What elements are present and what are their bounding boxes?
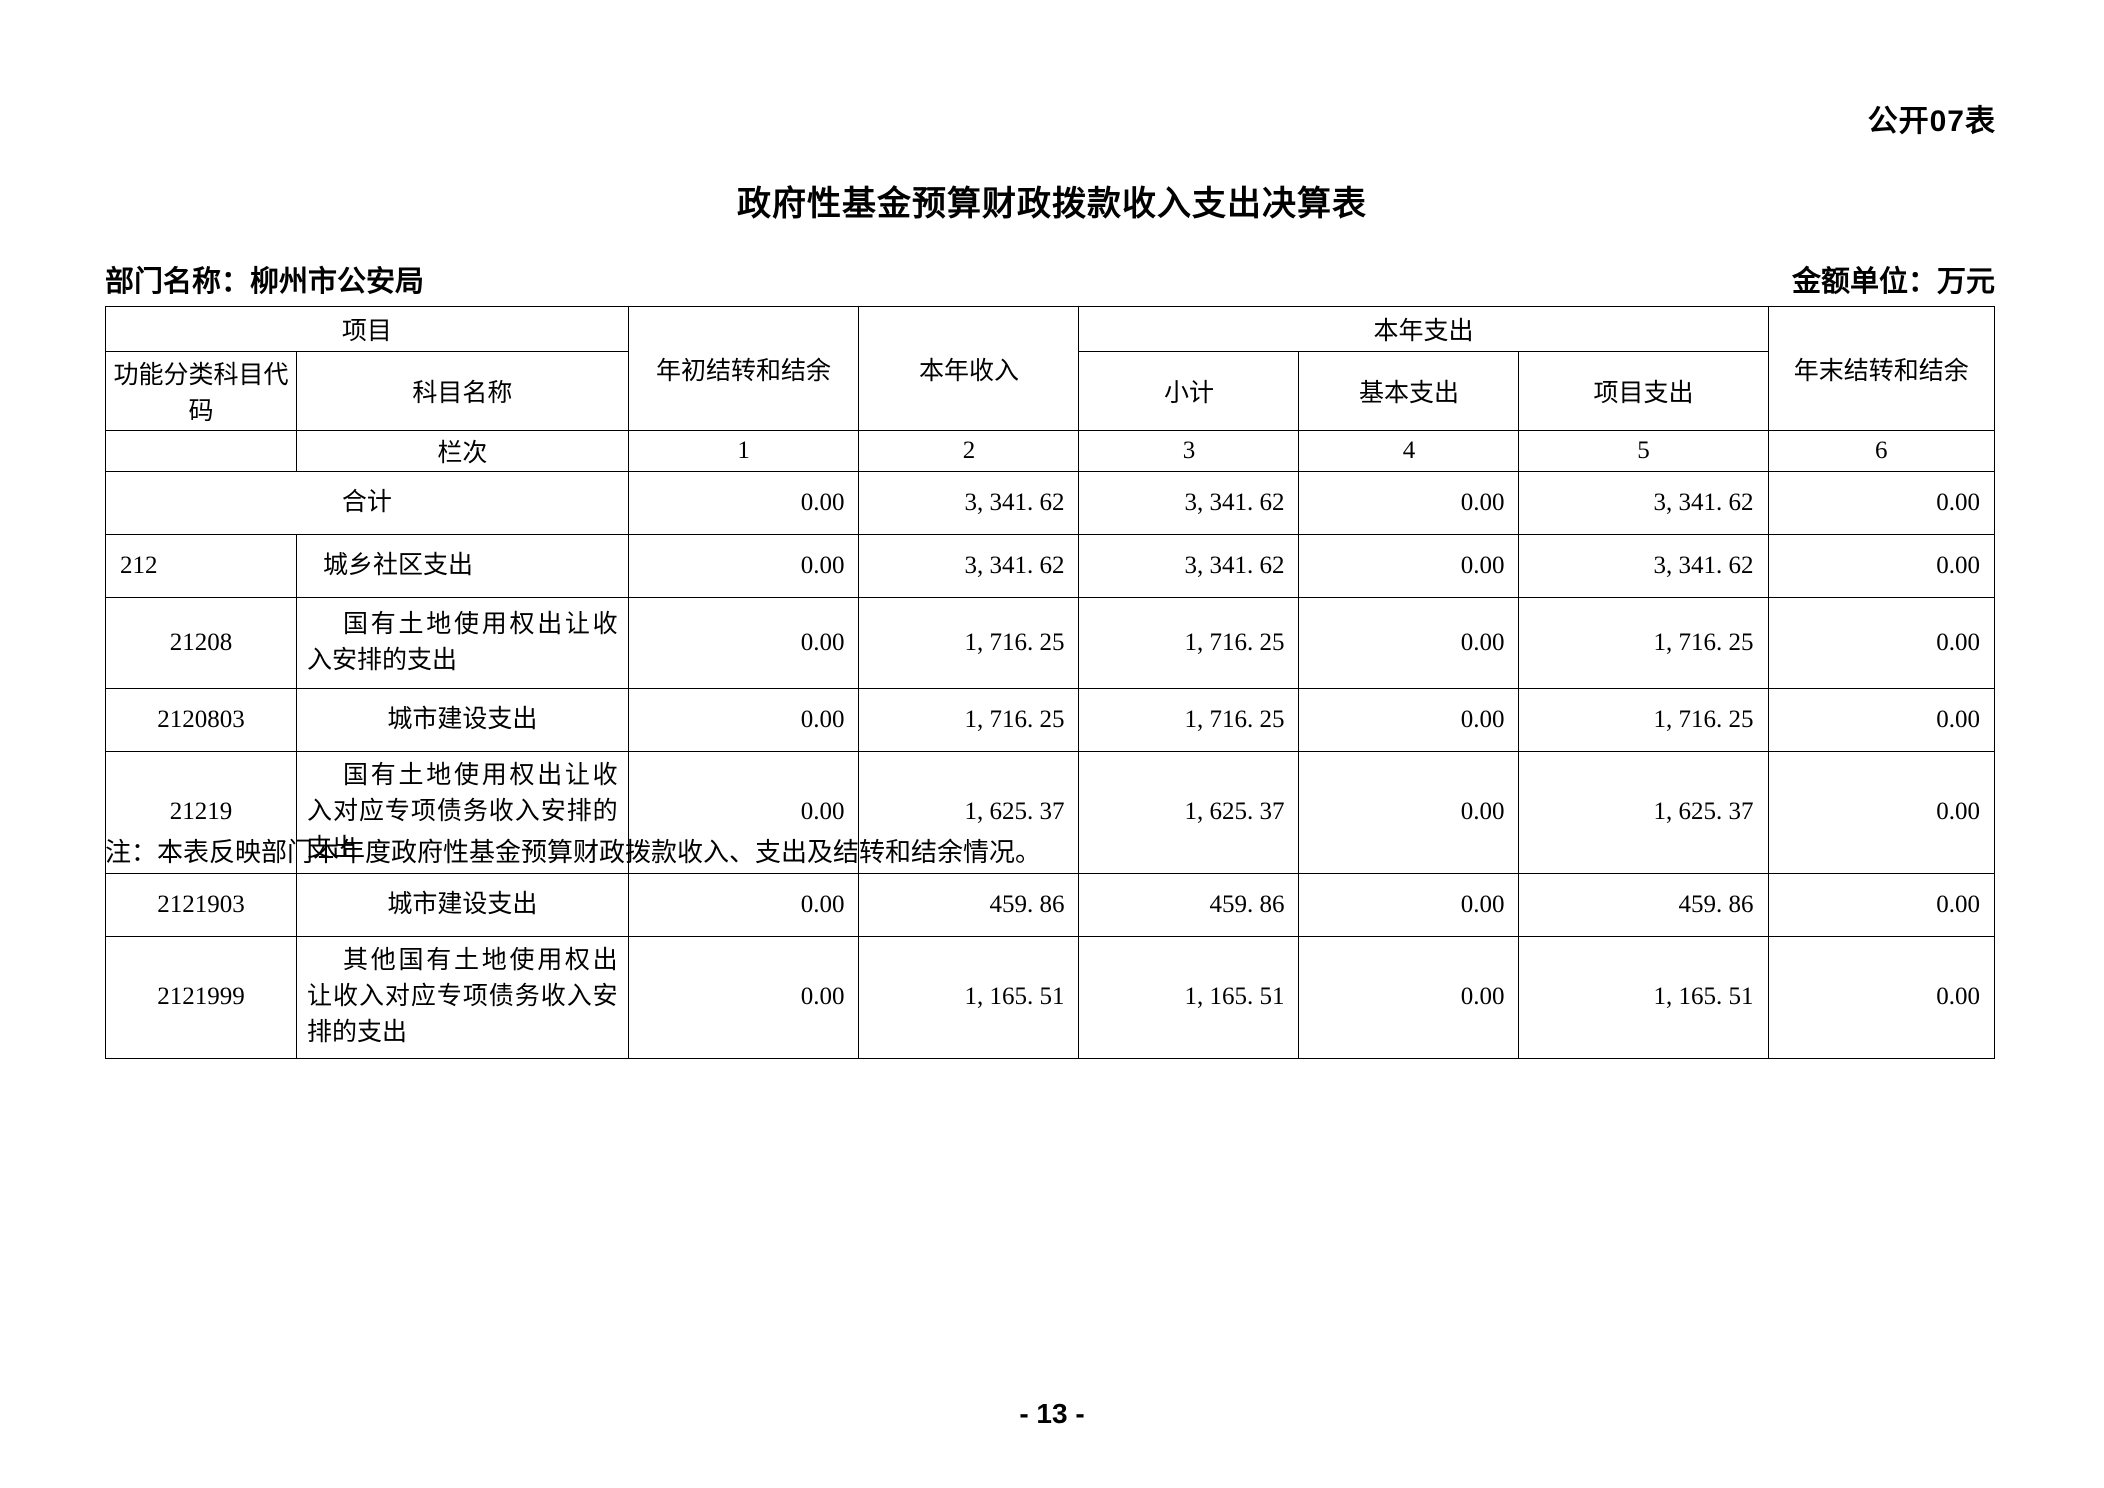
header-year-expense-group: 本年支出 <box>1078 306 1769 352</box>
rowno-4: 4 <box>1298 430 1520 472</box>
row-function-code: 21219 <box>104 751 298 874</box>
table-note: 注：本表反映部门本年度政府性基金预算财政拨款收入、支出及结转和结余情况。 <box>105 837 1042 867</box>
table-row: 212 城乡社区支出 0.00 3, 341. 62 3, 341. 62 0.00 3, … <box>104 534 1995 598</box>
cell-subtotal: 1, 716. 25 <box>1078 597 1300 689</box>
cell-project-expense: 459. 86 <box>1518 872 1769 937</box>
row-function-code: 2121999 <box>104 935 298 1059</box>
row-subject-name: 城市建设支出 <box>296 688 629 752</box>
cell-end-balance: 0.00 <box>1767 534 1995 598</box>
header-end-balance: 年末结转和结余 <box>1767 306 1995 431</box>
cell-project-expense: 1, 625. 37 <box>1518 751 1769 874</box>
cell-year-income: 1, 625. 37 <box>858 751 1080 874</box>
header-project-group: 项目 <box>105 306 629 352</box>
row-subject-name: 城市建设支出 <box>296 872 629 937</box>
cell-basic-expense: 0.00 <box>1298 534 1520 598</box>
header-year-income: 本年收入 <box>858 306 1080 431</box>
page-title: 政府性基金预算财政拨款收入支出决算表 <box>737 185 1367 223</box>
cell-begin-balance: 0.00 <box>627 534 860 598</box>
cell-end-balance: 0.00 <box>1767 688 1995 752</box>
rowno-6: 6 <box>1767 430 1995 472</box>
amount-unit-label: 金额单位：万元 <box>1791 266 1995 298</box>
cell-project-expense: 1, 716. 25 <box>1518 597 1769 689</box>
cell-year-income: 3, 341. 62 <box>858 471 1080 535</box>
rowno-label: 栏次 <box>296 430 629 472</box>
row-subject-name: 城乡社区支出 <box>296 534 629 598</box>
cell-project-expense: 3, 341. 62 <box>1518 471 1769 535</box>
cell-begin-balance: 0.00 <box>627 872 860 937</box>
cell-end-balance: 0.00 <box>1767 751 1995 874</box>
rowno-2: 2 <box>858 430 1080 472</box>
header-subtotal: 小计 <box>1078 351 1300 431</box>
cell-year-income: 1, 716. 25 <box>858 688 1080 752</box>
rowno-3: 3 <box>1078 430 1300 472</box>
table-row: 2121903 城市建设支出 0.00 459. 86 459. 86 0.00 459. … <box>104 872 1995 937</box>
row-total-label: 合计 <box>105 471 629 535</box>
form-code-label: 公开07表 <box>1867 105 1996 138</box>
cell-subtotal: 1, 716. 25 <box>1078 688 1300 752</box>
row-subject-name: 国有土地使用权出让收入对应专项债务收入安排的支出 <box>296 751 629 874</box>
table-row: 合计 0.00 3, 341. 62 3, 341. 62 0.00 3, 341. 62… <box>105 471 1995 535</box>
rowno-5: 5 <box>1518 430 1769 472</box>
row-function-code: 2120803 <box>104 688 298 752</box>
table-row: 21219 国有土地使用权出让收入对应专项债务收入安排的支出 0.00 1, 625.… <box>104 751 1995 874</box>
table-row: 21208 国有土地使用权出让收入安排的支出 0.00 1, 716. 25 1, 71… <box>104 597 1995 689</box>
cell-basic-expense: 0.00 <box>1298 935 1520 1059</box>
cell-begin-balance: 0.00 <box>627 471 860 535</box>
cell-end-balance: 0.00 <box>1767 471 1995 535</box>
cell-basic-expense: 0.00 <box>1298 597 1520 689</box>
cell-project-expense: 1, 165. 51 <box>1518 935 1769 1059</box>
budget-table: 项目 年初结转和结余 本年收入 本年支出 年末结转和结余 功能分类科目代码 科目… <box>104 306 1995 1059</box>
department-name-label: 部门名称：柳州市公安局 <box>105 266 425 298</box>
cell-subtotal: 1, 625. 37 <box>1078 751 1300 874</box>
header-function-code: 功能分类科目代码 <box>104 351 298 431</box>
cell-subtotal: 3, 341. 62 <box>1078 534 1300 598</box>
row-function-code: 21208 <box>104 597 298 689</box>
cell-begin-balance: 0.00 <box>627 597 860 689</box>
table-row: 2120803 城市建设支出 0.00 1, 716. 25 1, 716. 25 0.0… <box>104 688 1995 752</box>
header-project-expense: 项目支出 <box>1518 351 1769 431</box>
cell-year-income: 459. 86 <box>858 872 1080 937</box>
cell-basic-expense: 0.00 <box>1298 688 1520 752</box>
cell-subtotal: 1, 165. 51 <box>1078 935 1300 1059</box>
cell-subtotal: 3, 341. 62 <box>1078 471 1300 535</box>
cell-end-balance: 0.00 <box>1767 597 1995 689</box>
rowno-1: 1 <box>627 430 860 472</box>
cell-end-balance: 0.00 <box>1767 872 1995 937</box>
row-function-code: 2121903 <box>104 872 298 937</box>
cell-year-income: 1, 716. 25 <box>858 597 1080 689</box>
header-row-group: 项目 年初结转和结余 本年收入 本年支出 年末结转和结余 <box>105 306 1995 431</box>
rowno-empty-cell <box>104 430 298 472</box>
cell-project-expense: 1, 716. 25 <box>1518 688 1769 752</box>
header-basic-expense: 基本支出 <box>1298 351 1520 431</box>
row-function-code: 212 <box>104 534 298 598</box>
table-body: 栏次 1 2 3 4 5 6 合计 0.00 3, 341. 62 3, 341. 6… <box>104 430 1995 1059</box>
cell-basic-expense: 0.00 <box>1298 471 1520 535</box>
header-subject-name: 科目名称 <box>296 351 629 431</box>
cell-basic-expense: 0.00 <box>1298 872 1520 937</box>
cell-year-income: 1, 165. 51 <box>858 935 1080 1059</box>
table-row: 2121999 其他国有土地使用权出让收入对应专项债务收入安排的支出 0.00 1, … <box>104 935 1995 1059</box>
row-number-row: 栏次 1 2 3 4 5 6 <box>104 430 1995 472</box>
header-row-subcolumns: 功能分类科目代码 科目名称 小计 基本支出 项目支出 <box>104 351 1995 431</box>
cell-begin-balance: 0.00 <box>627 935 860 1059</box>
table-header: 项目 年初结转和结余 本年收入 本年支出 年末结转和结余 功能分类科目代码 科目… <box>104 306 1995 431</box>
row-subject-name: 其他国有土地使用权出让收入对应专项债务收入安排的支出 <box>296 935 629 1059</box>
cell-begin-balance: 0.00 <box>627 688 860 752</box>
page-number: - 13 - <box>1019 1398 1085 1429</box>
cell-project-expense: 3, 341. 62 <box>1518 534 1769 598</box>
cell-basic-expense: 0.00 <box>1298 751 1520 874</box>
header-begin-balance: 年初结转和结余 <box>627 306 860 431</box>
cell-end-balance: 0.00 <box>1767 935 1995 1059</box>
cell-subtotal: 459. 86 <box>1078 872 1300 937</box>
row-subject-name: 国有土地使用权出让收入安排的支出 <box>296 597 629 689</box>
cell-year-income: 3, 341. 62 <box>858 534 1080 598</box>
meta-row: 部门名称：柳州市公安局 金额单位：万元 <box>105 258 1995 298</box>
